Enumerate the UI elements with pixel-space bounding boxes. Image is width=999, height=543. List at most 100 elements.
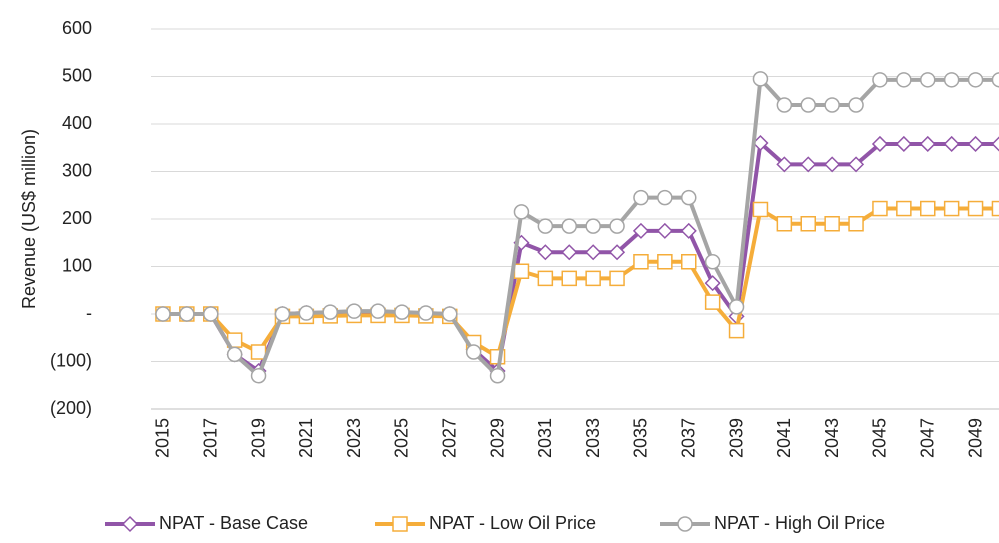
data-point <box>657 254 673 270</box>
legend-marker <box>121 515 139 533</box>
data-point <box>489 368 506 384</box>
data-point <box>800 97 816 113</box>
x-tick-label: 2027 <box>440 418 460 458</box>
data-point <box>776 97 793 113</box>
data-point <box>728 322 745 339</box>
y-tick-label: (200) <box>50 398 92 418</box>
x-tick-label: 2033 <box>583 418 603 458</box>
y-tick-label: 200 <box>62 208 92 228</box>
data-point <box>609 218 625 234</box>
data-point <box>633 254 649 270</box>
data-point <box>967 135 984 153</box>
data-point <box>895 135 912 153</box>
x-tick-label: 2037 <box>679 418 699 458</box>
data-point <box>967 200 984 217</box>
data-point <box>442 306 458 322</box>
data-point <box>633 189 649 206</box>
y-tick-label: 600 <box>62 18 92 38</box>
data-point <box>465 344 482 360</box>
legend-label: NPAT - High Oil Price <box>714 513 885 533</box>
y-tick-label: 500 <box>62 65 92 85</box>
x-tick-label: 2031 <box>535 418 555 458</box>
x-tick-label: 2047 <box>918 418 938 458</box>
data-point <box>274 306 291 322</box>
x-tick-label: 2045 <box>870 418 890 458</box>
data-point <box>418 305 434 321</box>
data-point <box>991 200 999 217</box>
data-point <box>943 135 960 153</box>
data-point <box>872 72 888 88</box>
data-point <box>920 200 936 217</box>
data-point <box>537 218 554 234</box>
data-point <box>752 71 769 87</box>
data-point <box>632 222 650 239</box>
data-point <box>226 346 243 363</box>
data-point <box>704 275 721 292</box>
data-point <box>513 204 530 220</box>
x-tick-label: 2029 <box>487 418 507 458</box>
legend-label: NPAT - Base Case <box>159 513 308 533</box>
legend-label: NPAT - Low Oil Price <box>429 513 596 533</box>
series-line <box>162 206 999 359</box>
x-tick-label: 2023 <box>344 418 364 458</box>
x-tick-label: 2021 <box>296 418 316 458</box>
data-point <box>585 270 601 287</box>
data-point <box>585 218 601 234</box>
data-point <box>203 306 219 322</box>
x-tick-label: 2017 <box>201 418 221 458</box>
x-tick-label: 2043 <box>822 418 842 458</box>
y-tick-label: 400 <box>62 113 92 133</box>
y-tick-label: - <box>86 303 92 323</box>
data-point <box>537 270 554 287</box>
x-tick-label: 2025 <box>392 418 412 458</box>
data-point <box>776 216 793 232</box>
data-point <box>537 244 554 261</box>
data-point <box>943 72 960 88</box>
data-point <box>250 344 267 360</box>
data-point <box>752 201 769 218</box>
data-point <box>250 368 267 384</box>
x-tick-label: 2049 <box>965 418 985 458</box>
data-point <box>824 216 840 232</box>
data-point <box>681 189 697 206</box>
x-tick-label: 2019 <box>248 418 268 458</box>
data-point <box>322 304 338 320</box>
data-point <box>800 216 816 232</box>
data-point <box>871 135 889 153</box>
data-point <box>155 306 171 322</box>
data-point <box>370 303 386 319</box>
series-line <box>162 141 999 373</box>
data-point <box>824 156 841 173</box>
x-tick-label: 2039 <box>726 418 746 458</box>
data-point <box>896 200 912 217</box>
data-point <box>872 200 888 217</box>
data-point <box>513 263 530 279</box>
data-point <box>585 244 602 261</box>
legend-marker <box>677 516 693 532</box>
data-point <box>991 136 999 152</box>
y-axis-label: Revenue (US$ million) <box>19 129 39 309</box>
data-point <box>656 222 673 239</box>
data-point <box>919 135 936 153</box>
data-point <box>704 294 721 310</box>
data-point <box>346 303 362 319</box>
data-point <box>800 156 817 173</box>
x-tick-label: 2041 <box>774 418 794 458</box>
data-point <box>680 222 697 239</box>
y-tick-label: (100) <box>50 350 92 370</box>
data-point <box>847 156 865 173</box>
x-tick-label: 2015 <box>153 418 173 458</box>
data-point <box>561 270 577 287</box>
data-point <box>967 72 984 88</box>
data-point <box>704 254 721 270</box>
x-tick-label: 2035 <box>631 418 651 458</box>
data-point <box>681 254 697 270</box>
data-point <box>896 72 912 88</box>
legend-marker <box>392 516 408 532</box>
data-point <box>561 244 578 261</box>
data-point <box>608 244 626 261</box>
data-point <box>298 305 315 321</box>
series-line <box>162 76 999 378</box>
data-point <box>991 72 999 88</box>
